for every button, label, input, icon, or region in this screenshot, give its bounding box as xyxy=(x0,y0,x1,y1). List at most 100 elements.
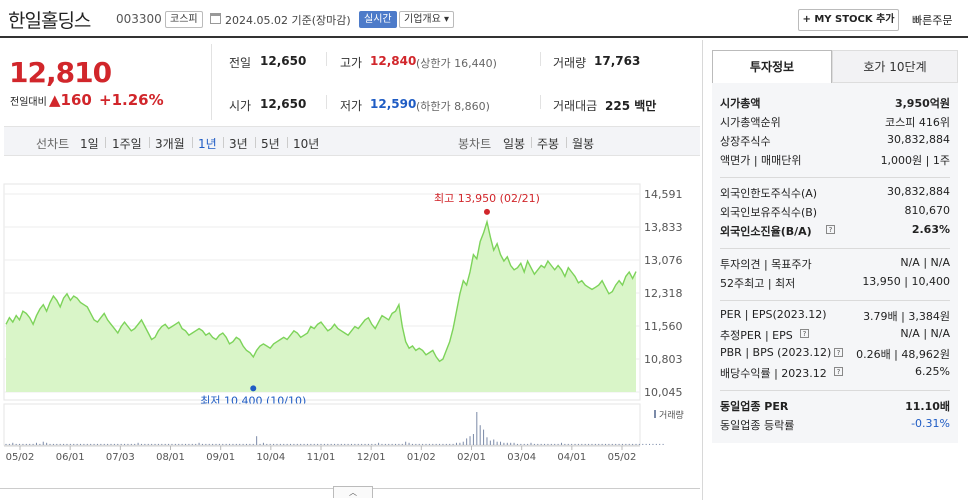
volume-bar xyxy=(628,443,630,445)
volume-bar xyxy=(652,443,654,445)
row-label[interactable]: 동일업종 PER xyxy=(720,400,789,413)
volume-bar xyxy=(418,443,420,445)
volume-bar xyxy=(300,443,302,445)
volume-bar xyxy=(361,443,363,445)
x-tick-label: 03/04 xyxy=(507,452,536,463)
info-icon[interactable]: ? xyxy=(826,225,835,234)
volume-bar xyxy=(571,443,573,445)
volume-bar xyxy=(516,443,518,445)
expand-chart-button[interactable]: ︿ xyxy=(333,486,373,498)
volume-bar xyxy=(49,443,51,445)
y-tick-label: 10,045 xyxy=(644,386,683,399)
list-item: PBR | BPS (2023.12)? 0.26배 | 48,962원 xyxy=(720,346,950,364)
volume-bar xyxy=(76,443,78,445)
volume-bar xyxy=(537,443,539,445)
volume-value: 17,763 xyxy=(594,54,641,68)
y-tick-label: 12,318 xyxy=(644,287,683,300)
volume-bar xyxy=(195,443,197,445)
volume-bar xyxy=(137,442,139,445)
volume-bar xyxy=(134,443,136,445)
volume-bar xyxy=(208,443,210,445)
volume-bar xyxy=(296,443,298,445)
volume-bar xyxy=(395,443,397,445)
volume-bar xyxy=(591,443,593,445)
period-1d[interactable]: 1일 xyxy=(80,137,99,151)
row-label[interactable]: 동일업종 등락률 xyxy=(720,419,795,432)
x-tick-label: 02/01 xyxy=(457,452,486,463)
volume-bar xyxy=(520,443,522,445)
row-label: 52주최고 | 최저 xyxy=(720,277,796,290)
volume-bar xyxy=(120,443,122,445)
price-chart[interactable]: 14,591 13,833 13,076 12,318 11,560 10,803 10,0… xyxy=(0,160,700,486)
y-tick-label: 13,833 xyxy=(644,221,683,234)
high-label: 고가 xyxy=(340,56,363,70)
volume-frame xyxy=(3,403,641,446)
divider xyxy=(566,137,567,148)
candle-daily[interactable]: 일봉 xyxy=(503,137,526,151)
divider xyxy=(531,137,532,148)
volume-bar xyxy=(242,443,244,445)
tab-investment-info[interactable]: 투자정보 xyxy=(712,50,832,83)
row-value: 11.10배 xyxy=(905,400,950,413)
period-10y[interactable]: 10년 xyxy=(293,137,320,151)
x-tick-label: 05/02 xyxy=(6,452,35,463)
period-1y[interactable]: 1년 xyxy=(198,137,217,151)
volume-bar xyxy=(124,443,126,445)
as-of-date: 2024.05.02 기준(장마감) xyxy=(225,14,351,27)
divider xyxy=(255,137,256,148)
volume-bar xyxy=(286,443,288,445)
volume-bar xyxy=(215,443,217,445)
divider xyxy=(720,390,950,391)
volume-bar xyxy=(428,443,430,445)
x-tick-label: 07/03 xyxy=(106,452,135,463)
volume-bar xyxy=(86,443,88,445)
volume-bar xyxy=(364,443,366,445)
volume-bar xyxy=(411,443,413,445)
volume-bar xyxy=(249,443,251,445)
volume-bar xyxy=(110,443,112,445)
row-label: 외국인한도주식수(A) xyxy=(720,187,818,200)
volume-bar xyxy=(140,443,142,445)
period-5y[interactable]: 5년 xyxy=(261,137,280,151)
volume-bar xyxy=(618,443,620,445)
company-overview-dropdown[interactable]: 기업개요 ▾ xyxy=(399,11,454,28)
volume-bar xyxy=(384,443,386,445)
volume-bar xyxy=(564,443,566,445)
candle-monthly[interactable]: 월봉 xyxy=(572,137,595,151)
volume-bar xyxy=(80,443,82,445)
row-label: 액면가 | 매매단위 xyxy=(720,154,802,167)
info-tabs: 투자정보 호가 10단계 xyxy=(712,50,958,83)
volume-bar xyxy=(621,443,623,445)
volume-bar xyxy=(107,443,109,445)
row-value: 30,832,884 xyxy=(887,133,950,146)
period-3m[interactable]: 3개월 xyxy=(155,137,185,151)
realtime-button[interactable]: 실시간 xyxy=(359,11,397,28)
volume-bar xyxy=(113,443,115,445)
candle-weekly[interactable]: 주봉 xyxy=(537,137,560,151)
info-icon[interactable]: ? xyxy=(834,348,843,357)
volume-bar xyxy=(117,443,119,445)
period-3y[interactable]: 3년 xyxy=(229,137,248,151)
tab-order-book[interactable]: 호가 10단계 xyxy=(832,50,958,83)
add-my-stock-button[interactable]: + MY STOCK 추가 xyxy=(798,9,899,31)
upper-limit: (상한가 16,440) xyxy=(416,57,497,70)
quick-order-link[interactable]: 빠른주문 xyxy=(912,14,953,27)
volume-bar xyxy=(239,443,241,445)
volume-bar xyxy=(581,443,583,445)
info-icon[interactable]: ? xyxy=(834,367,843,376)
volume-bar xyxy=(225,443,227,445)
lower-limit: (하한가 8,860) xyxy=(416,100,490,113)
row-label: 투자의견 | 목표주가 xyxy=(720,258,812,271)
volume-bar xyxy=(601,443,603,445)
volume-bar xyxy=(185,443,187,445)
volume-bar xyxy=(222,443,224,445)
volume-bar xyxy=(29,443,31,445)
volume-bar xyxy=(32,443,34,445)
volume-bar xyxy=(523,443,525,445)
volume-bar xyxy=(151,443,153,445)
max-marker xyxy=(483,208,490,215)
divider xyxy=(326,95,327,109)
volume-bar xyxy=(608,443,610,445)
info-icon[interactable]: ? xyxy=(800,329,809,338)
period-1w[interactable]: 1주일 xyxy=(112,137,142,151)
